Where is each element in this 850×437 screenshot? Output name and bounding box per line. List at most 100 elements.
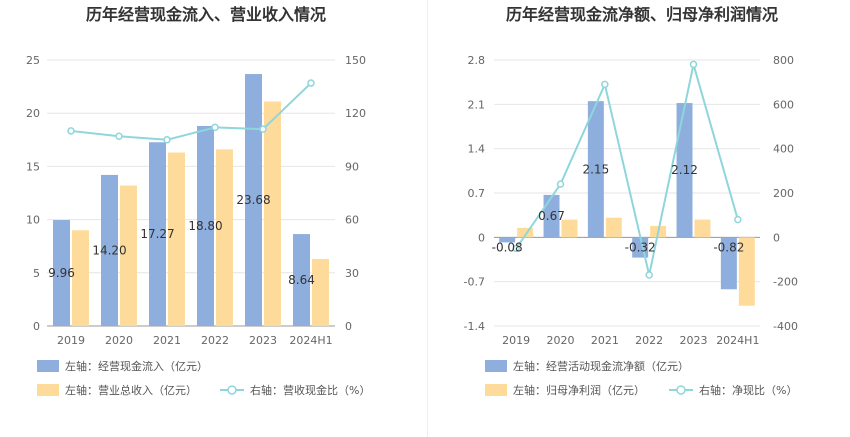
bar-primary bbox=[587, 101, 604, 238]
left-axis-tick: 2.1 bbox=[468, 98, 486, 111]
left-axis-tick: 0.7 bbox=[468, 187, 486, 200]
left-axis-tick: 15 bbox=[26, 160, 40, 173]
x-axis-tick: 2019 bbox=[502, 334, 530, 347]
legend-swatch-bar[interactable] bbox=[37, 360, 59, 372]
bar-primary bbox=[543, 194, 560, 238]
ratio-point bbox=[307, 79, 315, 87]
right-axis-tick: 30 bbox=[345, 267, 359, 280]
bar-secondary bbox=[264, 101, 281, 326]
legend-swatch-marker[interactable] bbox=[227, 385, 237, 395]
left-axis-tick: 2.8 bbox=[468, 54, 486, 67]
bar-primary bbox=[293, 234, 310, 326]
right-axis-tick: 400 bbox=[773, 143, 794, 156]
left-axis-tick: 25 bbox=[26, 54, 40, 67]
legend-swatch-bar[interactable] bbox=[37, 384, 59, 396]
right-axis-tick: 90 bbox=[345, 160, 359, 173]
data-label: -0.32 bbox=[625, 240, 656, 254]
data-label: -0.08 bbox=[492, 240, 523, 254]
data-label: 8.64 bbox=[288, 273, 315, 287]
data-label: 17.27 bbox=[140, 227, 174, 241]
legend-swatch-marker[interactable] bbox=[676, 385, 686, 395]
legend-label[interactable]: 右轴：营收现金比（%） bbox=[250, 383, 370, 397]
x-axis-tick: 2024H1 bbox=[289, 334, 332, 347]
ratio-point bbox=[211, 123, 219, 132]
ratio-point bbox=[601, 80, 609, 89]
bar-secondary bbox=[168, 152, 185, 326]
ratio-point bbox=[645, 271, 653, 279]
ratio-point bbox=[67, 127, 75, 135]
x-axis-tick: 2019 bbox=[57, 334, 85, 347]
data-label: 2.12 bbox=[671, 163, 698, 177]
bar-secondary bbox=[216, 149, 233, 326]
legend-label[interactable]: 左轴：经营活动现金流净额（亿元） bbox=[513, 359, 689, 373]
data-label: 14.20 bbox=[92, 243, 126, 257]
x-axis-tick: 2021 bbox=[591, 334, 619, 347]
ratio-point bbox=[734, 215, 742, 224]
bar-secondary bbox=[561, 219, 578, 238]
bar-secondary bbox=[120, 185, 137, 326]
bar-primary bbox=[720, 237, 737, 290]
bar-secondary bbox=[694, 219, 711, 238]
right-axis-tick: 0 bbox=[773, 231, 780, 244]
ratio-line bbox=[515, 64, 739, 276]
legend-label[interactable]: 左轴：经营现金流入（亿元） bbox=[65, 359, 208, 373]
ratio-point bbox=[115, 132, 123, 141]
chart-cashflow-revenue: 历年经营现金流入、营业收入情况 0 5 10 15 20 25 0 30 60 90 120 150 20… bbox=[26, 5, 370, 397]
data-label: 23.68 bbox=[236, 193, 270, 207]
chart-title: 历年经营现金流净额、归母净利润情况 bbox=[506, 5, 778, 24]
right-axis-tick: 200 bbox=[773, 187, 794, 200]
bar-primary bbox=[676, 103, 693, 238]
left-axis-tick: 0 bbox=[478, 231, 485, 244]
x-axis-tick: 2023 bbox=[680, 334, 708, 347]
right-axis-tick: 120 bbox=[345, 107, 366, 120]
bar-primary bbox=[499, 237, 516, 243]
data-label: 2.15 bbox=[582, 162, 609, 176]
bar-secondary bbox=[517, 227, 534, 238]
data-label: 9.96 bbox=[48, 266, 75, 280]
legend-swatch-bar[interactable] bbox=[485, 384, 507, 396]
x-axis-tick: 2022 bbox=[635, 334, 663, 347]
legend-label[interactable]: 右轴：净现比（%） bbox=[699, 383, 797, 397]
bar-secondary bbox=[738, 237, 755, 306]
bar-primary bbox=[245, 74, 262, 326]
ratio-point bbox=[512, 244, 520, 253]
ratio-point bbox=[163, 136, 171, 144]
bar-secondary bbox=[312, 258, 329, 326]
bar-primary bbox=[101, 174, 118, 326]
right-axis-tick: 0 bbox=[345, 320, 352, 333]
ratio-point bbox=[689, 60, 698, 69]
x-axis-tick: 2020 bbox=[547, 334, 575, 347]
bar-secondary bbox=[72, 230, 89, 326]
legend-label[interactable]: 左轴：归母净利润（亿元） bbox=[513, 383, 645, 397]
left-axis-tick: 0 bbox=[33, 320, 40, 333]
bar-primary bbox=[53, 220, 70, 326]
ratio-point bbox=[259, 125, 267, 133]
left-axis-tick: -0.7 bbox=[464, 276, 485, 289]
bar-primary bbox=[197, 125, 214, 326]
bar-primary bbox=[149, 142, 166, 326]
legend-swatch-bar[interactable] bbox=[485, 360, 507, 372]
right-axis-tick: 600 bbox=[773, 98, 794, 111]
left-axis-tick: 20 bbox=[26, 107, 40, 120]
left-axis-tick: 10 bbox=[26, 214, 40, 227]
x-axis-tick: 2021 bbox=[153, 334, 181, 347]
ratio-point bbox=[556, 180, 565, 188]
data-label: -0.82 bbox=[713, 240, 744, 254]
chart-title: 历年经营现金流入、营业收入情况 bbox=[86, 5, 326, 24]
bar-secondary bbox=[605, 217, 622, 238]
right-axis-tick: -200 bbox=[773, 276, 798, 289]
data-label: 18.80 bbox=[188, 219, 222, 233]
right-axis-tick: 150 bbox=[345, 54, 366, 67]
right-axis-tick: -400 bbox=[773, 320, 798, 333]
right-axis-tick: 60 bbox=[345, 214, 359, 227]
legend-label[interactable]: 左轴：营业总收入（亿元） bbox=[65, 383, 197, 397]
left-axis-tick: -1.4 bbox=[464, 320, 485, 333]
right-axis-tick: 800 bbox=[773, 54, 794, 67]
left-axis-tick: 1.4 bbox=[468, 143, 486, 156]
x-axis-tick: 2022 bbox=[201, 334, 229, 347]
x-axis-tick: 2024H1 bbox=[716, 334, 759, 347]
data-label: 0.67 bbox=[538, 209, 565, 223]
chart-net-cashflow-profit: 历年经营现金流净额、归母净利润情况 -1.4 -0.7 0 0.7 1.4 2.1 2.8 -4… bbox=[464, 5, 798, 397]
x-axis-tick: 2023 bbox=[249, 334, 277, 347]
